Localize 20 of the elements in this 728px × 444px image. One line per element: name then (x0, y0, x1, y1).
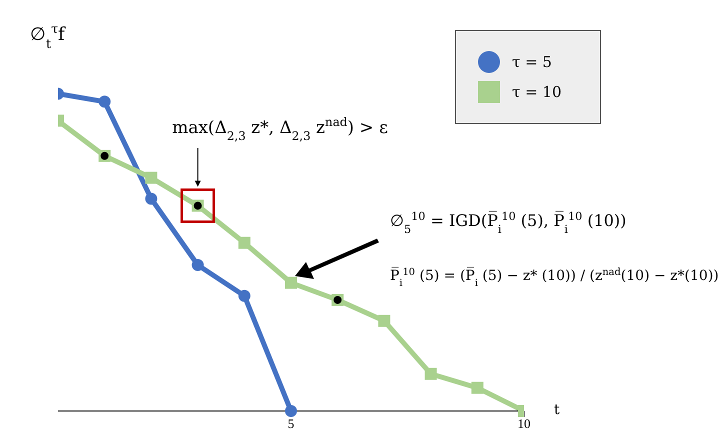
point (145, 172, 158, 184)
x-axis-title: t (554, 402, 560, 418)
legend-label: τ = 10 (512, 83, 562, 101)
point (192, 259, 204, 272)
annotation: P̅$_{i}$$^{10}$ (5) = (P̅$_{i}$ (5) − z* (10)) / (z$^{nad}$(10) − z*(10)) (390, 266, 719, 288)
point (285, 405, 297, 417)
y-axis-title: ∅$_{t}$$^{τ}$f (30, 20, 66, 50)
point (471, 382, 484, 394)
point (238, 290, 250, 302)
point (424, 368, 437, 380)
annotation: max(Δ$_{2,3}$ z*, Δ$_{2,3}$ z$^{nad}$) > ε (172, 115, 388, 143)
point (285, 276, 297, 289)
point (378, 314, 390, 327)
x-tick-label: 5 (288, 416, 294, 432)
point (145, 192, 158, 205)
point (238, 236, 250, 249)
legend-label: τ = 5 (512, 53, 552, 71)
x-tick-label: 10 (518, 416, 530, 432)
text: ∅$_{5}$$^{10}$ = IGD(P̅$_{i}$$^{10}$ (5), P̅$_{i}$$^{10}$ (10)) (390, 210, 626, 236)
point (98, 96, 111, 108)
